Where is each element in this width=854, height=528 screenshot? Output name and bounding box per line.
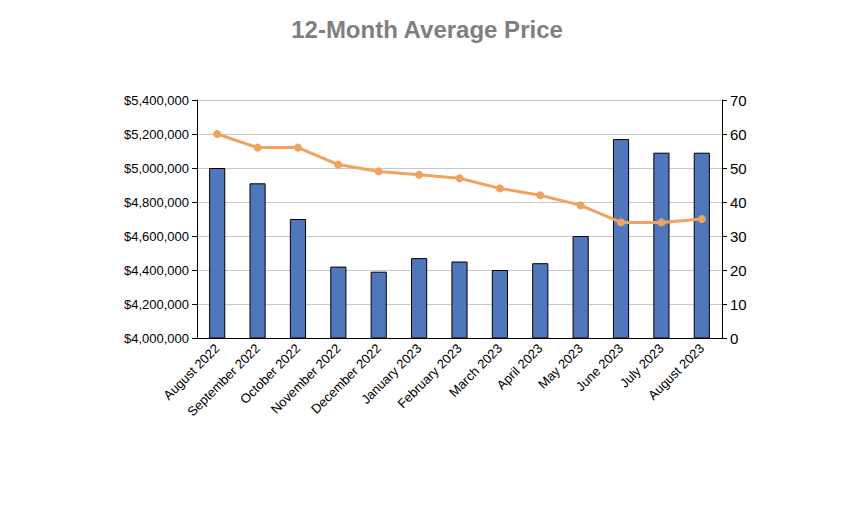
svg-text:August 2023: August 2023: [645, 341, 707, 403]
svg-text:$4,800,000: $4,800,000: [124, 195, 189, 210]
svg-text:July 2023: July 2023: [616, 340, 667, 391]
svg-text:April 2023: April 2023: [493, 340, 546, 393]
svg-text:20: 20: [730, 262, 747, 279]
svg-text:August 2022: August 2022: [160, 340, 223, 403]
svg-text:0: 0: [730, 330, 738, 347]
svg-text:June 2023: June 2023: [573, 341, 626, 394]
svg-text:November 2022: November 2022: [268, 341, 344, 417]
svg-text:10: 10: [730, 296, 747, 313]
svg-text:$5,400,000: $5,400,000: [124, 93, 189, 108]
svg-text:70: 70: [730, 92, 747, 109]
svg-text:60: 60: [730, 126, 747, 143]
svg-text:December 2022: December 2022: [308, 341, 384, 417]
svg-text:12-Month Average Price: 12-Month Average Price: [291, 16, 563, 43]
svg-text:$5,000,000: $5,000,000: [124, 161, 189, 176]
svg-text:January 2023: January 2023: [358, 340, 425, 407]
svg-text:October 2022: October 2022: [237, 340, 304, 407]
svg-text:$5,200,000: $5,200,000: [124, 127, 189, 142]
svg-text:May 2023: May 2023: [535, 340, 586, 392]
svg-text:40: 40: [730, 194, 747, 211]
svg-text:$4,000,000: $4,000,000: [124, 331, 189, 346]
svg-text:$4,600,000: $4,600,000: [124, 229, 189, 244]
svg-text:30: 30: [730, 228, 747, 245]
svg-text:September 2022: September 2022: [184, 341, 262, 419]
svg-text:March 2023: March 2023: [446, 341, 505, 400]
svg-text:$4,400,000: $4,400,000: [124, 263, 189, 278]
svg-text:50: 50: [730, 160, 747, 177]
svg-text:$4,200,000: $4,200,000: [124, 297, 189, 312]
svg-text:February 2023: February 2023: [394, 341, 464, 411]
